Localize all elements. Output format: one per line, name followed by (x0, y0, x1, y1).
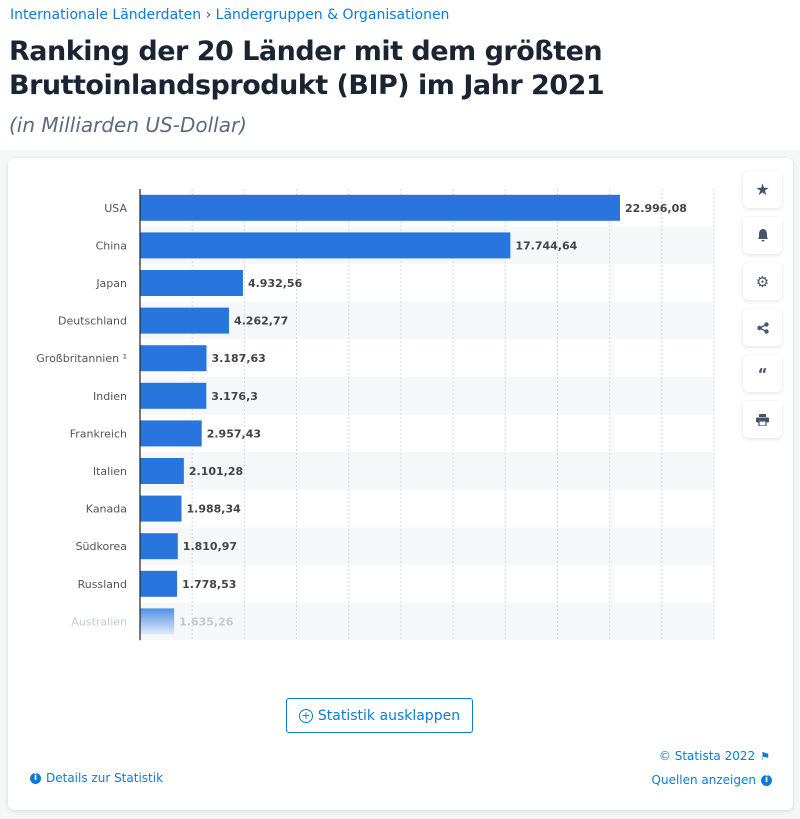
row-band (140, 301, 714, 340)
copyright-link[interactable]: © Statista 2022 ⚑ (659, 749, 770, 763)
bar (140, 232, 511, 259)
cite-button[interactable]: “ (743, 355, 782, 392)
category-label: Deutschland (58, 315, 127, 328)
share-icon (756, 321, 769, 334)
quote-icon: “ (757, 364, 768, 383)
bar (140, 495, 182, 522)
data-label: 4.262,77 (234, 315, 288, 328)
bar (140, 458, 184, 484)
breadcrumb-item[interactable]: Internationale Länderdaten (10, 7, 202, 23)
info-icon: i (30, 772, 41, 784)
print-button[interactable] (743, 401, 782, 438)
data-label: 3.176,3 (211, 390, 258, 403)
data-label: 2.957,43 (207, 427, 261, 440)
settings-button[interactable]: ⚙ (743, 263, 782, 300)
header: Internationale Länderdaten › Ländergrupp… (0, 0, 800, 150)
category-label: Russland (78, 578, 127, 591)
bar (140, 570, 178, 597)
share-button[interactable] (743, 309, 782, 346)
bar (140, 194, 620, 221)
category-label: Indien (93, 390, 127, 403)
info-icon: i (761, 774, 772, 786)
row-band (140, 452, 714, 490)
notification-button[interactable] (743, 217, 782, 254)
bar (140, 533, 178, 560)
page-subtitle: (in Milliarden US-Dollar) (9, 113, 247, 137)
data-label: 3.187,63 (212, 352, 266, 365)
bar (140, 307, 229, 334)
category-label: China (96, 239, 127, 252)
bar (140, 270, 243, 296)
plus-circle-icon: + (298, 708, 313, 723)
data-label: 1.778,53 (182, 578, 236, 591)
title-line: Ranking der 20 Länder mit dem größten (9, 36, 603, 67)
details-label: Details zur Statistik (46, 771, 164, 785)
data-label: 4.932,56 (248, 277, 303, 290)
bar (140, 382, 207, 409)
bell-icon (757, 229, 768, 242)
row-band (140, 377, 714, 415)
breadcrumb: Internationale Länderdaten › Ländergrupp… (10, 7, 449, 23)
category-label: USA (104, 202, 127, 215)
category-label: Italien (93, 465, 127, 478)
favorite-button[interactable]: ★ (743, 171, 782, 208)
bar (140, 420, 202, 447)
data-label: 2.101,28 (189, 465, 243, 478)
breadcrumb-separator: › (205, 7, 212, 23)
expand-label: Statistik ausklappen (317, 707, 461, 724)
row-band (140, 527, 714, 565)
category-label: Australien (71, 615, 127, 628)
data-label: 1.635,26 (179, 615, 234, 628)
page-title: Ranking der 20 Länder mit dem größten Bru… (9, 35, 605, 103)
star-icon: ★ (755, 180, 770, 199)
data-label: 1.810,97 (183, 540, 237, 553)
breadcrumb-item[interactable]: Ländergruppen & Organisationen (215, 7, 450, 23)
flag-icon: ⚑ (760, 749, 770, 763)
category-label: Großbritannien ¹ (36, 352, 127, 365)
category-label: Japan (95, 277, 127, 290)
category-label: Südkorea (76, 540, 127, 553)
print-icon (756, 413, 769, 426)
copyright-label: © Statista 2022 (658, 749, 756, 763)
data-label: 1.988,34 (187, 503, 242, 516)
sources-link[interactable]: Quellen anzeigen i (652, 773, 772, 787)
category-label: Kanada (86, 503, 127, 516)
sources-label: Quellen anzeigen (651, 773, 756, 787)
gear-icon: ⚙ (755, 272, 770, 291)
title-line: Bruttoinlandsprodukt (BIP) im Jahr 2021 (9, 70, 605, 101)
category-label: Frankreich (70, 427, 127, 440)
details-link[interactable]: i Details zur Statistik (30, 771, 163, 785)
data-label: 22.996,08 (625, 202, 687, 215)
bar (140, 608, 175, 635)
expand-statistic-button[interactable]: + Statistik ausklappen (286, 698, 473, 733)
data-label: 17.744,64 (515, 239, 577, 252)
bar (140, 345, 207, 372)
row-band (140, 602, 714, 641)
